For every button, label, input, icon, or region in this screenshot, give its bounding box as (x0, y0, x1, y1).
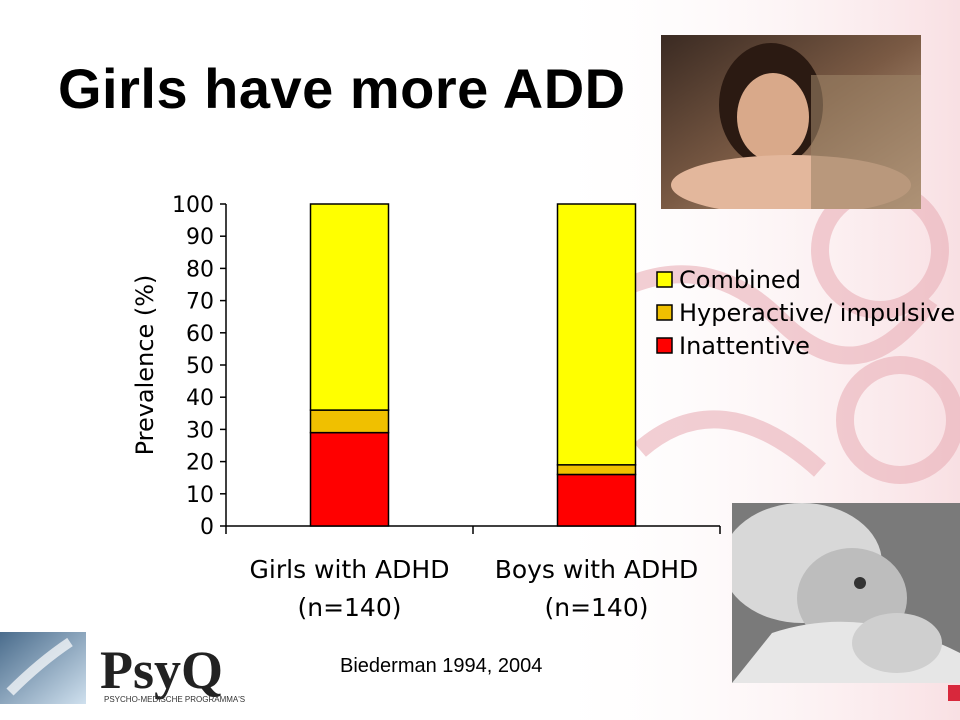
y-tick-label: 30 (186, 418, 214, 443)
legend-label: Hyperactive/ impulsive (679, 299, 955, 327)
logo-graphic: PsyQ PSYCHO-MEDISCHE PROGRAMMA'S (0, 632, 245, 704)
y-tick-label: 10 (186, 483, 214, 508)
legend-swatch (656, 271, 673, 288)
x-category-label: (n=140) (297, 593, 401, 622)
y-tick-label: 0 (200, 515, 214, 540)
legend-label: Combined (679, 266, 801, 294)
slide-title: Girls have more ADD (58, 57, 626, 120)
y-axis-label: Prevalence (%) (131, 275, 159, 456)
bar-segment (309, 409, 390, 434)
corner-accent (948, 685, 960, 701)
y-tick-label: 60 (186, 322, 214, 347)
bar-segment (309, 431, 390, 527)
bar-segment (556, 464, 637, 476)
y-tick-label: 90 (186, 225, 214, 250)
y-tick-label: 70 (186, 290, 214, 315)
bar-segment (556, 473, 637, 527)
bar-segment (309, 203, 390, 411)
legend-label: Inattentive (679, 332, 810, 360)
photo-child-hiding-face (732, 503, 960, 683)
citation: Biederman 1994, 2004 (340, 655, 543, 677)
legend-swatch (656, 337, 673, 354)
logo-brand-text: PsyQ (100, 640, 223, 700)
y-tick-label: 50 (186, 354, 214, 379)
bar-segment (556, 203, 637, 466)
y-tick-label: 100 (172, 193, 214, 218)
y-tick-label: 20 (186, 451, 214, 476)
psyq-logo-area: PsyQ PSYCHO-MEDISCHE PROGRAMMA'S (0, 632, 300, 708)
x-category-label: Girls with ADHD (250, 555, 450, 584)
legend-swatch (656, 304, 673, 321)
photo-girl-resting-head (661, 35, 921, 209)
x-category-label: (n=140) (544, 593, 648, 622)
y-tick-label: 80 (186, 257, 214, 282)
logo-tagline: PSYCHO-MEDISCHE PROGRAMMA'S (104, 695, 245, 704)
y-tick-label: 40 (186, 386, 214, 411)
x-category-label: Boys with ADHD (495, 555, 699, 584)
